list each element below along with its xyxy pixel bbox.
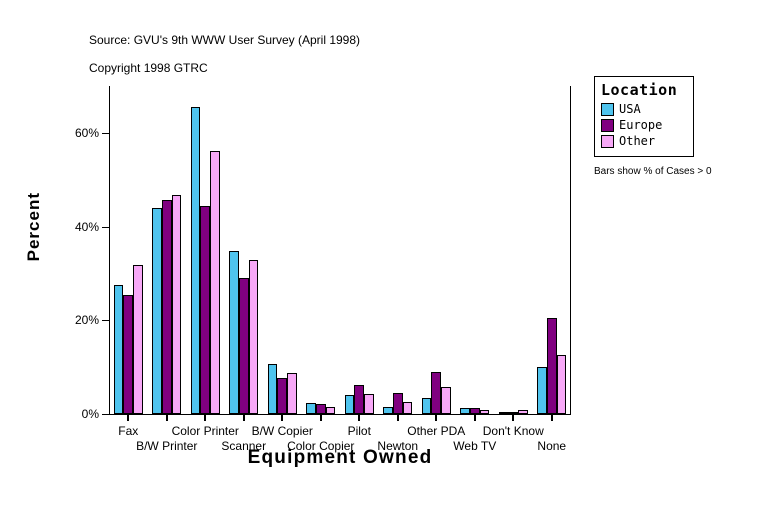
- bar: [537, 367, 547, 414]
- legend-item-label: Europe: [619, 118, 663, 132]
- bar: [421, 397, 432, 414]
- y-tick-mark: [102, 226, 109, 228]
- bar: [383, 406, 393, 414]
- bar: [152, 207, 162, 414]
- bar: [441, 387, 451, 414]
- y-tick-label: 20%: [74, 313, 99, 328]
- legend: Location USA Europe Other: [594, 76, 694, 157]
- x-tick-label: Don't Know: [482, 424, 544, 438]
- bar: [431, 371, 442, 414]
- x-tick-label: Pilot: [347, 424, 371, 438]
- legend-item-label: USA: [619, 102, 641, 116]
- x-tick-mark: [127, 414, 130, 421]
- bar: [287, 372, 297, 414]
- legend-entries: USA Europe Other: [601, 102, 687, 148]
- x-tick-mark: [435, 414, 438, 421]
- x-tick-mark: [512, 414, 515, 421]
- bar: [200, 205, 211, 414]
- bar: [364, 394, 374, 414]
- bar: [190, 107, 201, 414]
- x-tick-label: Scanner: [221, 439, 267, 453]
- bar: [392, 392, 403, 414]
- plot-area: 0% 20% 40% 60% Fax B/W Printer Color Printer S…: [75, 86, 571, 453]
- bar: [479, 410, 490, 414]
- x-tick-mark: [204, 414, 207, 421]
- legend-item: Europe: [601, 118, 687, 132]
- source-note: Source: GVU's 9th WWW User Survey (April…: [89, 33, 361, 47]
- bar: [469, 407, 480, 414]
- y-tick-mark: [102, 414, 109, 415]
- x-tick-mark: [550, 414, 553, 421]
- bar: [210, 150, 220, 414]
- legend-item: Other: [601, 134, 687, 148]
- x-tick-mark: [473, 414, 476, 421]
- bar: [546, 317, 557, 414]
- legend-swatch-icon: [601, 102, 614, 116]
- bar: [161, 200, 172, 414]
- x-tick-mark: [396, 414, 399, 421]
- x-tick-label: Color Printer: [171, 424, 239, 438]
- x-axis-title: Equipment Owned: [247, 447, 433, 468]
- y-tick-mark: [102, 320, 109, 322]
- bar: [113, 285, 124, 414]
- bar: [267, 364, 278, 414]
- bar: [402, 402, 413, 414]
- bar: [306, 403, 316, 414]
- x-tick-mark: [165, 414, 168, 421]
- x-tick-label: Fax: [118, 424, 139, 438]
- bar: [248, 259, 259, 414]
- legend-title: Location: [601, 81, 678, 99]
- legend-footnote: Bars show % of Cases > 0: [594, 166, 712, 177]
- bar: [171, 194, 182, 414]
- x-axis-line: [109, 414, 571, 415]
- plot-right-border: [570, 86, 571, 414]
- bar: [508, 412, 519, 414]
- x-tick-mark: [242, 414, 245, 421]
- y-axis-line: [109, 86, 110, 414]
- bar: [315, 403, 326, 414]
- x-tick-mark: [358, 414, 361, 421]
- bar: [460, 408, 470, 414]
- bar: [518, 410, 528, 414]
- bar: [133, 265, 143, 414]
- y-tick-mark: [102, 132, 109, 134]
- x-tick-label: B/W Copier: [251, 424, 313, 438]
- bar: [238, 278, 249, 414]
- bar: [325, 406, 336, 414]
- bar: [344, 395, 355, 414]
- bar: [277, 378, 288, 414]
- copyright-note: Copyright 1998 GTRC: [89, 61, 208, 75]
- y-tick-label: 40%: [74, 219, 99, 234]
- bar: [498, 412, 509, 414]
- bar: [354, 385, 365, 414]
- y-tick-label: 0%: [81, 407, 99, 421]
- y-tick-label: 60%: [74, 125, 99, 140]
- bar: [123, 295, 134, 414]
- x-tick-label: Web TV: [453, 439, 497, 453]
- x-tick-mark: [281, 414, 284, 421]
- y-axis-title: Percent: [24, 192, 43, 262]
- legend-swatch-icon: [601, 118, 614, 132]
- legend-swatch-icon: [601, 134, 614, 148]
- legend-item: USA: [601, 102, 687, 116]
- bar: [229, 250, 239, 414]
- x-tick-mark: [319, 414, 322, 421]
- x-tick-label: B/W Printer: [136, 439, 198, 453]
- x-tick-label: Color Copier: [287, 439, 355, 453]
- bar: [556, 354, 567, 414]
- x-tick-label: None: [537, 439, 567, 453]
- x-tick-label: Newton: [377, 439, 419, 453]
- legend-item-label: Other: [619, 134, 656, 148]
- x-tick-label: Other PDA: [407, 424, 466, 438]
